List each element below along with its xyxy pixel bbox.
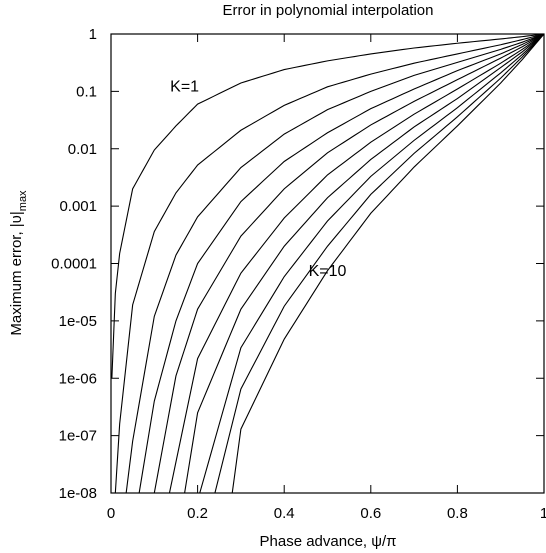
y-tick-label: 0.01 [68, 141, 97, 158]
series-line-k1 [111, 33, 545, 379]
series-line-k8 [199, 33, 545, 494]
x-tick-label: 1 [540, 505, 546, 522]
x-tick-label: 0.4 [274, 505, 295, 522]
series-line-k4 [138, 33, 545, 494]
y-axis-label-main: Maximum error, |υ| [8, 211, 25, 335]
y-tick-label: 0.1 [76, 83, 97, 100]
y-tick-label: 0.0001 [51, 256, 97, 273]
y-tick-label: 1e-07 [59, 428, 97, 445]
y-tick-label: 1e-05 [59, 313, 97, 330]
series-line-k5 [153, 33, 545, 494]
x-axis-ticks: 0 0.2 0.4 0.6 0.8 1 [107, 34, 546, 522]
y-tick-label: 1e-06 [59, 370, 97, 387]
curve-label: K=1 [170, 78, 199, 95]
series-line-k7 [184, 33, 545, 494]
series-line-k9 [214, 33, 545, 494]
curve-label: K=10 [309, 263, 347, 280]
series-line-k6 [168, 33, 545, 494]
x-tick-label: 0.8 [447, 505, 468, 522]
x-tick-label: 0 [107, 505, 115, 522]
y-axis-ticks: 1 0.1 0.01 0.001 0.0001 1e-05 1e-06 1e-07 1e-08 [51, 26, 544, 502]
annotations: K=1 K=10 [170, 78, 346, 280]
x-axis-label: Phase advance, ψ/π [260, 533, 397, 550]
x-tick-label: 0.6 [360, 505, 381, 522]
y-tick-label: 1 [89, 26, 97, 43]
series-line-k10 [231, 33, 545, 494]
y-tick-label: 1e-08 [59, 485, 97, 502]
y-tick-label: 0.001 [59, 198, 97, 215]
x-tick-label: 0.2 [187, 505, 208, 522]
series-layer [111, 33, 545, 494]
chart-title: Error in polynomial interpolation [223, 2, 434, 19]
series-line-k2 [114, 33, 545, 494]
y-axis-label: Maximum error, |υ|max [8, 190, 29, 336]
series-line-k3 [125, 33, 545, 494]
y-axis-label-subscript: max [17, 190, 29, 211]
